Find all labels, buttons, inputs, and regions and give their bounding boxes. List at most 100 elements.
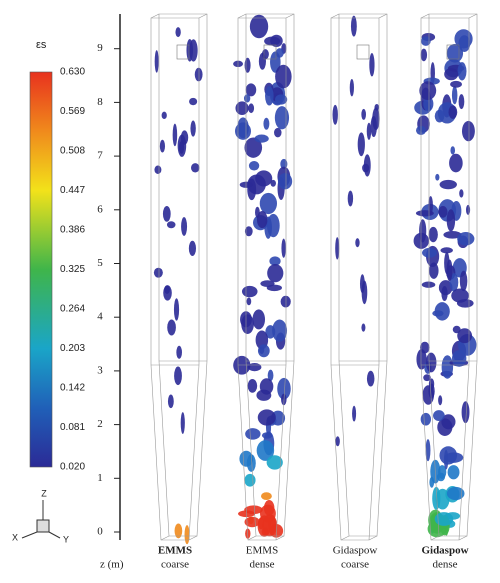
solid-blob — [439, 179, 457, 190]
solid-blob — [275, 64, 292, 89]
solid-blob — [264, 36, 281, 46]
panel-model: EMMS — [246, 545, 278, 557]
colorbar-tick-label: 0.203 — [60, 343, 85, 354]
solid-blob — [267, 263, 284, 283]
solid-blob — [361, 108, 366, 120]
solid-blob — [194, 67, 203, 82]
solid-blob — [163, 285, 172, 301]
solid-blob — [260, 280, 275, 288]
solid-blob — [261, 492, 272, 501]
solid-blob — [172, 123, 178, 147]
solid-blob — [154, 50, 159, 73]
solid-blob — [173, 298, 180, 321]
solid-blob — [347, 190, 354, 207]
solid-blob — [448, 105, 458, 119]
solid-blob — [449, 153, 463, 173]
solid-blob — [422, 247, 437, 258]
solid-blob — [166, 221, 176, 229]
solid-blob — [420, 412, 431, 426]
solid-blob — [280, 158, 288, 170]
solid-blob — [459, 270, 468, 292]
solid-blob — [458, 94, 465, 110]
solid-blob — [237, 117, 249, 139]
axis-tick-label: 3 — [97, 364, 103, 376]
colorbar-tick-label: 0.386 — [60, 225, 85, 236]
solid-blob — [416, 349, 427, 370]
solid-blob — [244, 516, 260, 528]
axis-tick-label: 2 — [97, 418, 103, 430]
solid-blob — [235, 101, 249, 115]
solid-blob — [259, 192, 278, 215]
solid-blob — [439, 446, 458, 465]
solid-blob — [443, 231, 462, 239]
solid-blob — [184, 525, 190, 545]
axis-tick-label: 8 — [97, 96, 103, 108]
solid-blob — [246, 297, 252, 306]
solid-blob — [254, 134, 269, 143]
column — [330, 13, 388, 541]
colorbar-label: εs — [36, 39, 47, 51]
solid-blob — [244, 137, 263, 158]
solid-blob — [263, 117, 270, 130]
solid-blob — [450, 80, 462, 88]
solid-blob — [355, 238, 360, 248]
solid-blob — [437, 418, 453, 436]
solid-blob — [161, 111, 167, 120]
solid-blob — [244, 473, 256, 487]
solid-blob — [459, 189, 464, 198]
solid-blob — [432, 310, 444, 317]
solid-blob — [277, 173, 293, 190]
solid-blob — [357, 132, 365, 157]
solid-blob — [189, 39, 198, 62]
solid-blob — [457, 231, 475, 246]
solid-blob — [153, 267, 163, 278]
solid-blob — [441, 355, 454, 379]
panel-model: Gidaspow — [421, 545, 468, 557]
port — [446, 44, 460, 60]
solid-blob — [372, 107, 380, 131]
solid-blob — [422, 385, 434, 405]
solid-blob — [432, 486, 441, 510]
solid-blob — [419, 81, 437, 101]
solid-blob — [369, 53, 375, 77]
solid-blob — [274, 106, 290, 130]
solid-blob — [352, 405, 357, 422]
solid-blob — [421, 281, 436, 288]
solid-blob — [433, 410, 445, 422]
axis-tick-label: 7 — [97, 150, 103, 162]
solid-blob — [359, 274, 365, 294]
colorbar — [29, 71, 53, 468]
solid-blob — [420, 36, 431, 46]
triad-label: Y — [63, 534, 69, 544]
column — [233, 13, 295, 541]
column — [413, 13, 478, 541]
solid-blob — [248, 103, 255, 114]
solid-blob — [244, 57, 251, 73]
solid-blob — [243, 94, 251, 103]
solid-blob — [438, 395, 443, 406]
solid-blob — [465, 204, 471, 215]
solid-blob — [335, 436, 340, 447]
colorbar-tick-label: 0.569 — [60, 106, 85, 117]
colorbar-tick-label: 0.264 — [60, 304, 85, 315]
solid-blob — [366, 370, 375, 387]
solid-blob — [423, 374, 431, 382]
solid-blob — [456, 299, 474, 308]
solid-blob — [419, 219, 427, 243]
solid-blob — [362, 163, 370, 173]
solid-blob — [159, 139, 166, 153]
solid-blob — [255, 206, 260, 218]
colorbar-tick-label: 0.508 — [60, 146, 85, 157]
colorbar-tick-label: 0.630 — [60, 67, 85, 78]
solid-blob — [181, 217, 188, 236]
solid-blob — [428, 196, 433, 215]
axis-tick-label: 1 — [97, 472, 103, 484]
solid-blob — [241, 314, 254, 334]
solid-blob — [277, 377, 291, 400]
solid-blob — [190, 120, 196, 137]
solid-blob — [446, 486, 465, 501]
solid-blob — [247, 362, 262, 372]
solid-blob — [349, 78, 354, 97]
solid-blob — [257, 409, 276, 426]
